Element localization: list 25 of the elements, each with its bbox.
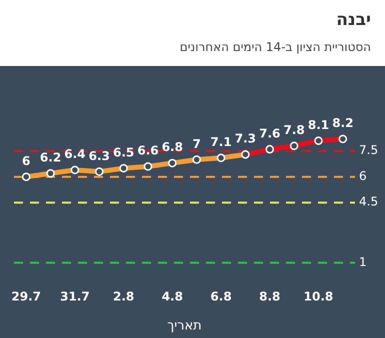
chart-title: יבנה <box>335 10 371 30</box>
data-label: 7.1 <box>210 135 232 150</box>
data-label: 6 <box>22 154 30 168</box>
data-label: 7.8 <box>283 122 305 137</box>
chart-subtitle: הסטוריית הציון ב-14 הימים האחרונים <box>178 40 371 54</box>
ref-line-label: 1 <box>359 254 367 269</box>
x-tick-label: 29.7 <box>11 289 41 304</box>
data-label: 6.2 <box>40 150 62 165</box>
x-tick-label: 8.8 <box>259 289 280 304</box>
x-axis-title: תאריך <box>167 318 202 334</box>
data-label: 8.2 <box>332 116 354 130</box>
data-label: 7 <box>192 136 201 151</box>
x-tick-label: 6.8 <box>210 289 232 304</box>
data-label: 6.3 <box>88 148 110 163</box>
ref-line-label: 4.5 <box>359 194 378 209</box>
ref-line-label: 7.5 <box>359 143 378 158</box>
x-tick-label: 4.8 <box>162 289 183 304</box>
ref-line-label: 6 <box>359 168 367 183</box>
data-label: 6.6 <box>137 144 159 158</box>
data-label: 8.1 <box>308 118 330 132</box>
x-tick-label: 31.7 <box>60 289 90 304</box>
x-tick-label: 2.8 <box>112 289 134 304</box>
data-label: 7.3 <box>234 132 256 146</box>
x-tick-label: 10.8 <box>304 289 334 304</box>
data-label: 7.6 <box>259 126 280 140</box>
